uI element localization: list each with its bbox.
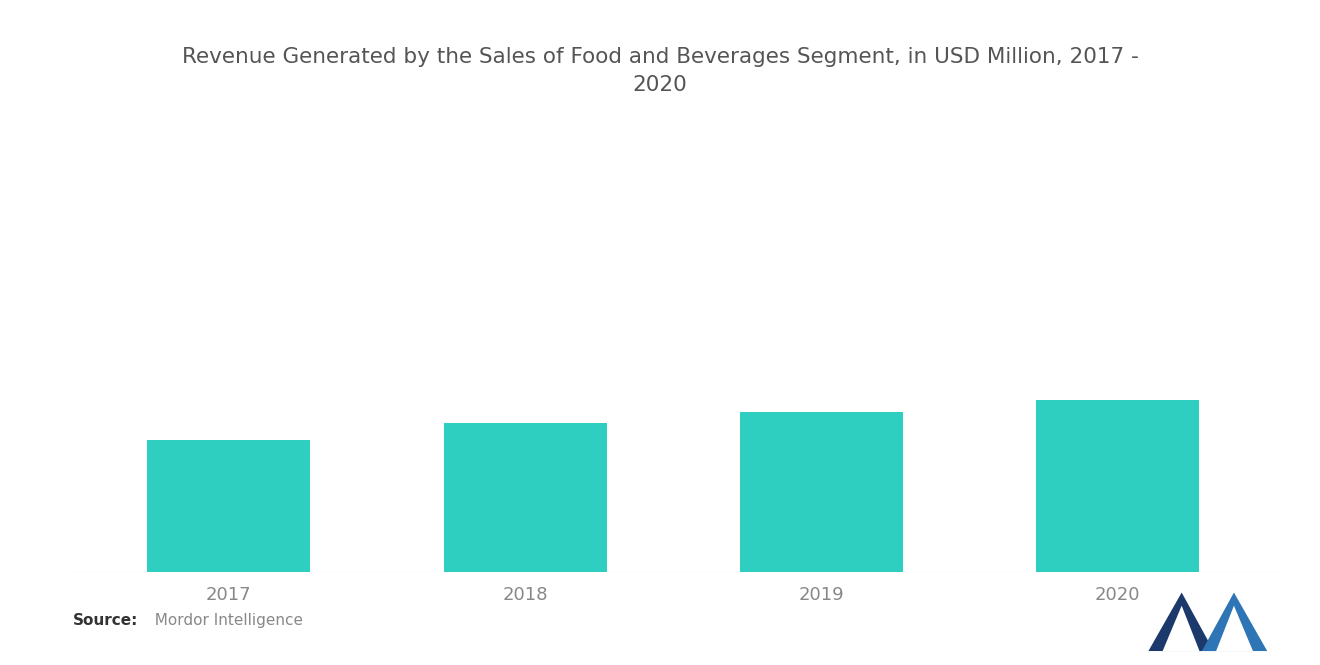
Bar [739,412,903,572]
Text: Revenue Generated by the Sales of Food and Beverages Segment, in USD Million, 20: Revenue Generated by the Sales of Food a… [182,47,1138,94]
Bar [1036,400,1199,572]
Text: Mordor Intelligence: Mordor Intelligence [145,613,304,628]
Text: Source:: Source: [73,613,139,628]
Bar [444,424,607,572]
Bar [148,440,310,572]
